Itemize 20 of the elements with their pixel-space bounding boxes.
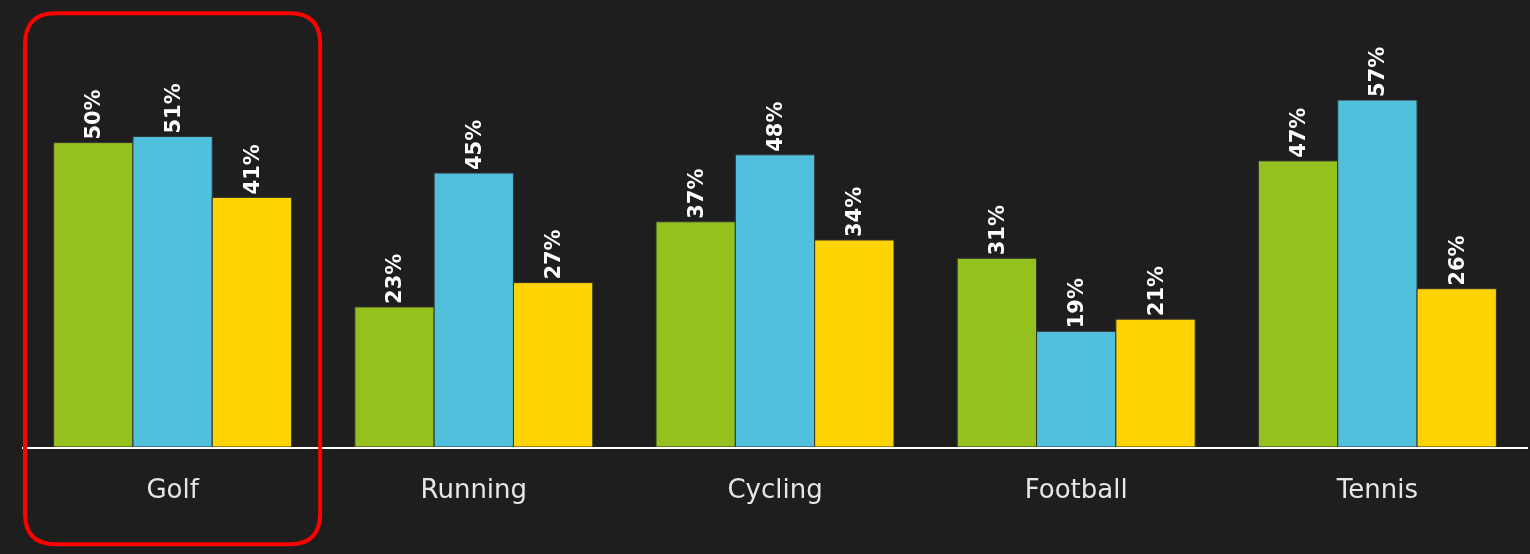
- data-label: 47%: [1286, 107, 1311, 158]
- data-label: 57%: [1365, 46, 1390, 97]
- data-label: 27%: [541, 229, 566, 280]
- data-label: 48%: [763, 101, 787, 152]
- data-label: 26%: [1444, 235, 1469, 286]
- data-label: 50%: [81, 89, 106, 140]
- data-label: 51%: [160, 83, 185, 134]
- x-tick-label: Cycling: [727, 474, 823, 505]
- data-label: 21%: [1143, 265, 1168, 317]
- x-tick-label: Golf: [146, 474, 200, 505]
- data-label: 45%: [461, 119, 486, 171]
- x-tick-label: Football: [1024, 474, 1128, 505]
- data-label: 34%: [842, 186, 867, 238]
- data-label: 31%: [984, 205, 1009, 256]
- data-label: 23%: [382, 253, 407, 304]
- x-tick-label: Tennis: [1335, 474, 1418, 505]
- x-tick-label: Running: [420, 474, 528, 505]
- data-label: 37%: [683, 168, 708, 219]
- data-label: 19%: [1064, 278, 1089, 329]
- data-label: 41%: [239, 144, 264, 195]
